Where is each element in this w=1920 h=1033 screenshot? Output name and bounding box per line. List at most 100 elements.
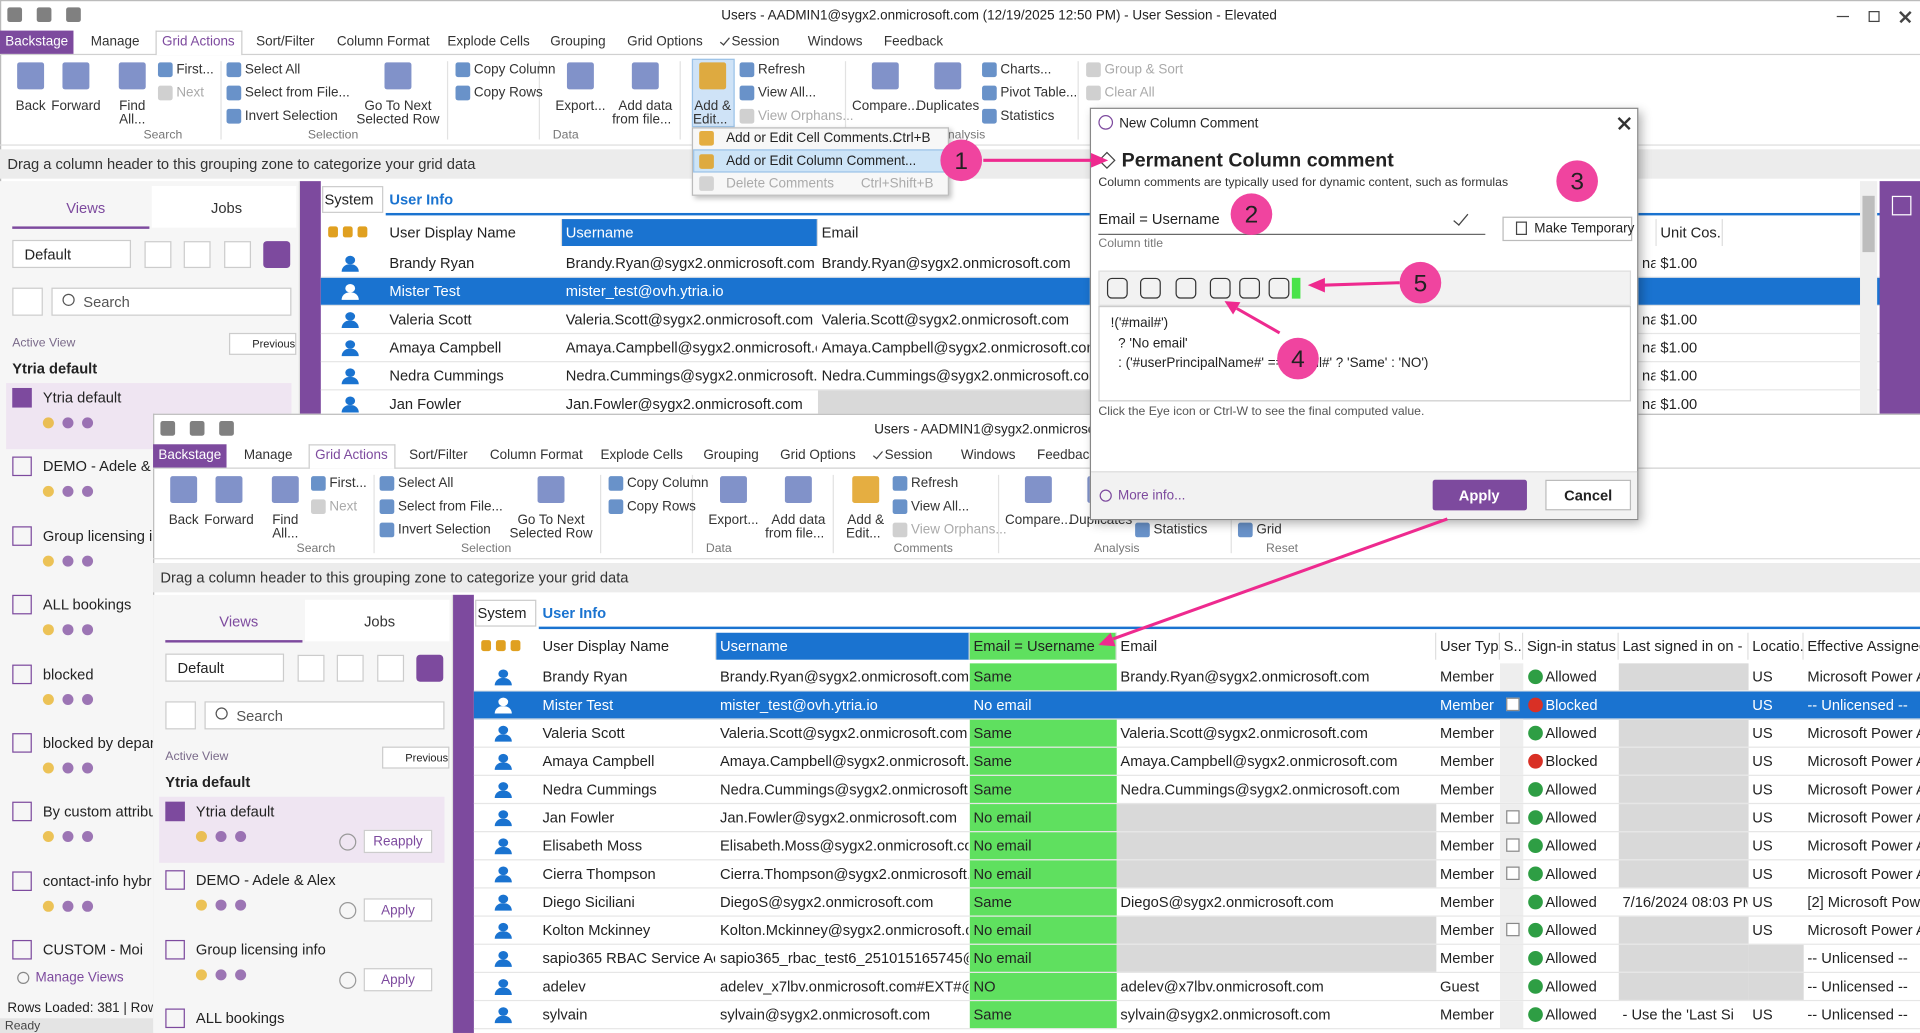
ribbon-button[interactable]: Copy Column: [626, 476, 709, 491]
column-header[interactable]: [562, 219, 818, 247]
ribbon-button[interactable]: View All...: [911, 499, 970, 515]
column-header-label[interactable]: Email: [1120, 637, 1158, 655]
tab[interactable]: Explode Cells: [600, 447, 683, 463]
column-header[interactable]: [1748, 632, 1804, 660]
panel-button[interactable]: [144, 241, 172, 269]
column-header[interactable]: [716, 632, 970, 660]
cancel-button[interactable]: [1545, 479, 1632, 511]
toolbar-button[interactable]: [1106, 277, 1128, 299]
column-header-label[interactable]: Sign-in status: [1526, 637, 1616, 655]
filter-button[interactable]: [165, 701, 196, 730]
ribbon-button[interactable]: First...: [329, 476, 367, 491]
menu-item[interactable]: Add or Edit Cell Comments...: [726, 130, 900, 146]
column-header[interactable]: [1638, 219, 1657, 247]
view-name[interactable]: ALL bookings: [195, 1009, 285, 1028]
ribbon-button[interactable]: First...: [176, 62, 214, 78]
view-name[interactable]: DEMO - Adele &: [42, 458, 151, 476]
tab[interactable]: Sort/Filter: [409, 447, 468, 463]
ribbon-button[interactable]: Add data: [618, 99, 673, 114]
ribbon-button[interactable]: Select All: [397, 476, 454, 491]
ribbon-button[interactable]: Find: [272, 512, 299, 528]
ribbon-button[interactable]: View Orphans...: [757, 108, 854, 124]
column-header[interactable]: [1523, 632, 1619, 660]
view-name[interactable]: Group licensing i: [42, 527, 153, 545]
ribbon-button[interactable]: Refresh: [757, 62, 806, 78]
tab[interactable]: Grid Actions: [162, 34, 235, 49]
search-box[interactable]: [51, 287, 292, 316]
view-name[interactable]: Ytria default: [42, 389, 122, 407]
previous-button[interactable]: [228, 332, 297, 355]
cancel-label[interactable]: Cancel: [1564, 487, 1613, 505]
ribbon-button[interactable]: Add data: [771, 512, 826, 528]
column-header[interactable]: [1618, 632, 1749, 660]
view-apply-button[interactable]: [363, 898, 433, 923]
view-apply-button[interactable]: [363, 967, 433, 992]
ribbon-button[interactable]: Select All: [244, 62, 301, 78]
tab[interactable]: Windows: [807, 34, 863, 49]
column-header-label[interactable]: User Display Name: [389, 223, 516, 242]
ribbon-button[interactable]: Copy Column: [473, 62, 556, 78]
column-header[interactable]: [1116, 632, 1437, 660]
ribbon-button[interactable]: Group & Sort: [1104, 62, 1184, 78]
view-dropdown[interactable]: [12, 239, 132, 269]
view-name[interactable]: Group licensing info: [195, 940, 326, 959]
toolbar-button[interactable]: [1239, 277, 1261, 299]
ribbon-button[interactable]: Invert Selection: [244, 108, 338, 124]
ribbon-button[interactable]: Select from File...: [397, 499, 503, 515]
ribbon-button[interactable]: Next: [176, 85, 205, 101]
column-header[interactable]: [1500, 632, 1524, 660]
panel-button[interactable]: [263, 241, 291, 269]
view-apply-label[interactable]: Apply: [381, 903, 415, 919]
tab[interactable]: Explode Cells: [447, 34, 530, 49]
column-header[interactable]: [1803, 632, 1920, 660]
backstage-tab[interactable]: [153, 444, 227, 468]
column-header[interactable]: [385, 219, 563, 247]
maximize-button[interactable]: [1868, 11, 1880, 23]
view-name[interactable]: Ytria default: [195, 802, 275, 821]
column-header-label[interactable]: User Type: [1440, 637, 1499, 655]
column-header-label[interactable]: S...: [1503, 637, 1522, 655]
view-apply-button[interactable]: [363, 829, 433, 854]
tab[interactable]: Windows: [960, 447, 1016, 463]
toolbar-button[interactable]: [1209, 277, 1231, 299]
selected-tab[interactable]: [155, 30, 243, 56]
toolbar-button[interactable]: [1140, 277, 1161, 299]
view-name[interactable]: CUSTOM - Moi: [42, 941, 143, 959]
minimize-button[interactable]: [1836, 15, 1849, 18]
column-header-label[interactable]: Username: [720, 637, 788, 655]
ribbon-button[interactable]: Statistics: [1000, 108, 1055, 124]
view-name[interactable]: blocked by depar: [42, 734, 155, 752]
backstage-tab[interactable]: [0, 30, 74, 54]
views-tab[interactable]: Views: [219, 613, 259, 631]
tab[interactable]: Manage: [243, 447, 293, 463]
view-apply-label[interactable]: Apply: [381, 972, 415, 988]
view-name[interactable]: DEMO - Adele & Alex: [195, 871, 336, 890]
formula-editor[interactable]: [1098, 305, 1632, 402]
column-header-label[interactable]: Effective Assigned L: [1807, 637, 1920, 655]
column-header-label[interactable]: Locatio...: [1752, 637, 1802, 655]
jobs-tab[interactable]: [151, 186, 297, 228]
column-header[interactable]: [1436, 632, 1501, 660]
previous-button[interactable]: [382, 746, 450, 769]
tab[interactable]: Feedback: [1036, 447, 1097, 463]
ribbon-button[interactable]: Pivot Table...: [1000, 85, 1078, 101]
selected-tab[interactable]: [308, 444, 396, 469]
ribbon-button[interactable]: Compare...: [851, 99, 919, 114]
ribbon-button[interactable]: Compare...: [1005, 512, 1072, 528]
ribbon-button[interactable]: Next: [329, 499, 358, 515]
tab[interactable]: Manage: [90, 34, 140, 49]
ribbon-button[interactable]: View Orphans...: [911, 522, 1007, 538]
ribbon-button[interactable]: Forward: [204, 512, 254, 528]
view-name[interactable]: ALL bookings: [42, 596, 132, 614]
ribbon-button[interactable]: Find: [119, 99, 146, 114]
column-header[interactable]: [1656, 219, 1723, 247]
toolbar-button[interactable]: [1268, 277, 1290, 299]
panel-button[interactable]: [336, 654, 364, 682]
apply-label[interactable]: Apply: [1458, 487, 1500, 505]
tab[interactable]: Session: [731, 34, 780, 49]
ribbon-button[interactable]: Copy Rows: [473, 85, 543, 101]
tab[interactable]: Grouping: [550, 34, 606, 49]
panel-collapse-bar[interactable]: [453, 594, 474, 1033]
tab[interactable]: Session: [884, 447, 933, 463]
search-box[interactable]: [204, 701, 445, 730]
